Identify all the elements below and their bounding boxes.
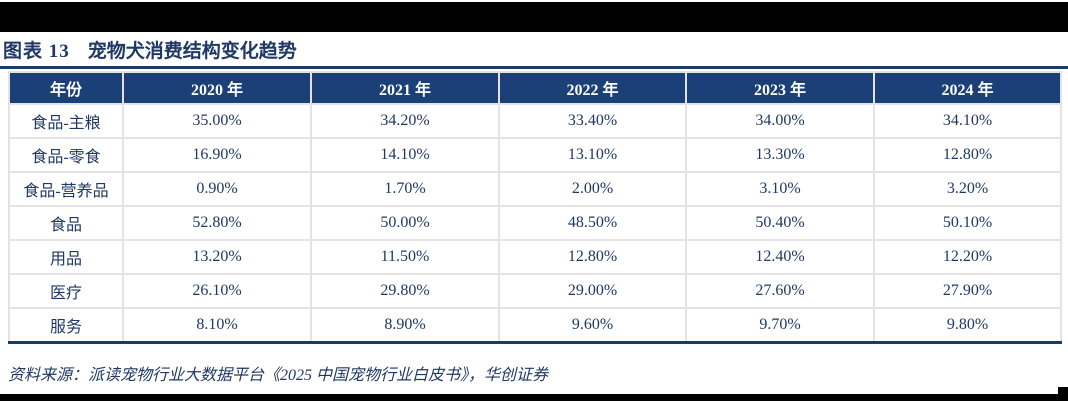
header-row: 年份 2020 年 2021 年 2022 年 2023 年 2024 年 xyxy=(8,71,1062,105)
bottom-right-corner-mark xyxy=(1058,387,1068,401)
value-cell: 2.00% xyxy=(498,171,687,207)
value-cell: 13.20% xyxy=(122,239,312,275)
value-cell: 9.80% xyxy=(873,307,1062,344)
value-cell: 14.10% xyxy=(310,137,500,173)
value-cell: 27.60% xyxy=(685,273,875,309)
value-cell: 16.90% xyxy=(122,137,312,173)
value-cell: 50.10% xyxy=(873,205,1062,241)
table-row: 食品-主粮 35.00% 34.20% 33.40% 34.00% 34.10% xyxy=(8,103,1062,139)
value-cell: 12.80% xyxy=(873,137,1062,173)
value-cell: 11.50% xyxy=(310,239,500,275)
row-label-cell: 医疗 xyxy=(8,273,124,309)
table-row: 用品 13.20% 11.50% 12.80% 12.40% 12.20% xyxy=(8,239,1062,275)
value-cell: 26.10% xyxy=(122,273,312,309)
value-cell: 12.20% xyxy=(873,239,1062,275)
header-cell-2020: 2020 年 xyxy=(122,71,312,105)
value-cell: 9.70% xyxy=(685,307,875,344)
figure-name: 宠物犬消费结构变化趋势 xyxy=(87,41,297,62)
header-cell-2023: 2023 年 xyxy=(685,71,875,105)
value-cell: 29.00% xyxy=(498,273,687,309)
value-cell: 27.90% xyxy=(873,273,1062,309)
value-cell: 12.40% xyxy=(685,239,875,275)
value-cell: 8.10% xyxy=(122,307,312,344)
value-cell: 34.20% xyxy=(310,103,500,139)
table-row: 食品-零食 16.90% 14.10% 13.10% 13.30% 12.80% xyxy=(8,137,1062,173)
value-cell: 13.30% xyxy=(685,137,875,173)
value-cell: 50.00% xyxy=(310,205,500,241)
value-cell: 1.70% xyxy=(310,171,500,207)
figure-title: 图表 13 宠物犬消费结构变化趋势 xyxy=(3,36,297,63)
value-cell: 3.10% xyxy=(685,171,875,207)
consumption-structure-table: 年份 2020 年 2021 年 2022 年 2023 年 2024 年 食品… xyxy=(8,71,1062,344)
row-label-cell: 食品-零食 xyxy=(8,137,124,173)
value-cell: 3.20% xyxy=(873,171,1062,207)
header-cell-2024: 2024 年 xyxy=(873,71,1062,105)
row-label-cell: 食品-主粮 xyxy=(8,103,124,139)
row-label-cell: 食品-营养品 xyxy=(8,171,124,207)
source-note: 资料来源：派读宠物行业大数据平台《2025 中国宠物行业白皮书》，华创证券 xyxy=(8,367,549,384)
value-cell: 34.10% xyxy=(873,103,1062,139)
table-row: 食品 52.80% 50.00% 48.50% 50.40% 50.10% xyxy=(8,205,1062,241)
table-row: 医疗 26.10% 29.80% 29.00% 27.60% 27.90% xyxy=(8,273,1062,309)
row-label-cell: 食品 xyxy=(8,205,124,241)
row-label-cell: 用品 xyxy=(8,239,124,275)
table-row: 服务 8.10% 8.90% 9.60% 9.70% 9.80% xyxy=(8,307,1062,344)
value-cell: 48.50% xyxy=(498,205,687,241)
value-cell: 52.80% xyxy=(122,205,312,241)
header-cell-2021: 2021 年 xyxy=(310,71,500,105)
header-cell-2022: 2022 年 xyxy=(498,71,687,105)
value-cell: 8.90% xyxy=(310,307,500,344)
value-cell: 34.00% xyxy=(685,103,875,139)
header-cell-year: 年份 xyxy=(8,71,124,105)
value-cell: 33.40% xyxy=(498,103,687,139)
figure-label: 图表 13 xyxy=(3,41,70,62)
title-divider xyxy=(0,66,1068,69)
value-cell: 0.90% xyxy=(122,171,312,207)
table-row: 食品-营养品 0.90% 1.70% 2.00% 3.10% 3.20% xyxy=(8,171,1062,207)
value-cell: 13.10% xyxy=(498,137,687,173)
bottom-border-bar xyxy=(0,394,1068,401)
value-cell: 35.00% xyxy=(122,103,312,139)
top-border-bar xyxy=(0,2,1068,32)
value-cell: 29.80% xyxy=(310,273,500,309)
row-label-cell: 服务 xyxy=(8,307,124,344)
value-cell: 9.60% xyxy=(498,307,687,344)
value-cell: 50.40% xyxy=(685,205,875,241)
value-cell: 12.80% xyxy=(498,239,687,275)
